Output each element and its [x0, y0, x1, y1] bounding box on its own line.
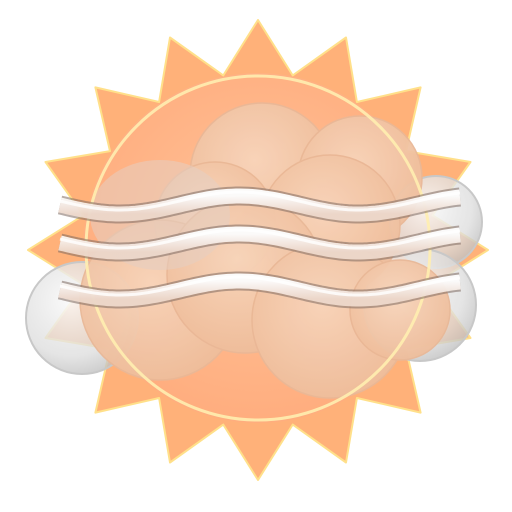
fog-band-3: [58, 273, 461, 307]
fog-band-2: [58, 226, 461, 260]
fog-band-highlight-3: [59, 275, 461, 297]
fog-band-highlight-1: [59, 190, 461, 212]
fog-bands: [57, 186, 461, 309]
fog-band-1: [58, 188, 461, 222]
fog-band-highlight-2: [59, 228, 461, 250]
